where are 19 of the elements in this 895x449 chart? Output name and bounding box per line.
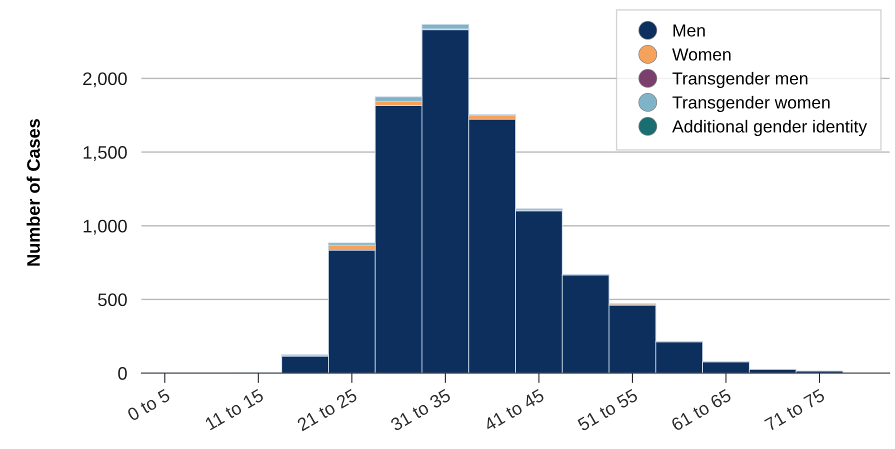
- legend-label: Transgender men: [672, 72, 808, 88]
- y-tick-label: 0: [118, 367, 127, 380]
- y-tick-label: 1,500: [84, 146, 127, 161]
- x-tick-label: 31 to 35: [390, 388, 452, 432]
- y-axis-title: Number of Cases: [26, 119, 40, 266]
- x-tick-label: 21 to 25: [296, 388, 358, 432]
- legend-label: Transgender women: [672, 96, 830, 112]
- y-tick-label: 2,000: [83, 72, 127, 88]
- x-tick-label: 0 to 5: [126, 388, 171, 422]
- x-tick-label: 51 to 55: [576, 388, 638, 432]
- legend-label: Men: [674, 24, 705, 37]
- x-tick-label: 41 to 45: [483, 388, 545, 432]
- x-tick-label: 11 to 15: [204, 388, 264, 430]
- legend-label: Women: [672, 48, 730, 61]
- y-tick-label: 1,000: [84, 220, 127, 235]
- x-tick-label: 71 to 75: [764, 388, 826, 432]
- x-tick-label: 61 to 65: [670, 388, 732, 432]
- legend-label: Additional gender identity: [672, 120, 868, 136]
- y-tick-label: 500: [98, 293, 127, 306]
